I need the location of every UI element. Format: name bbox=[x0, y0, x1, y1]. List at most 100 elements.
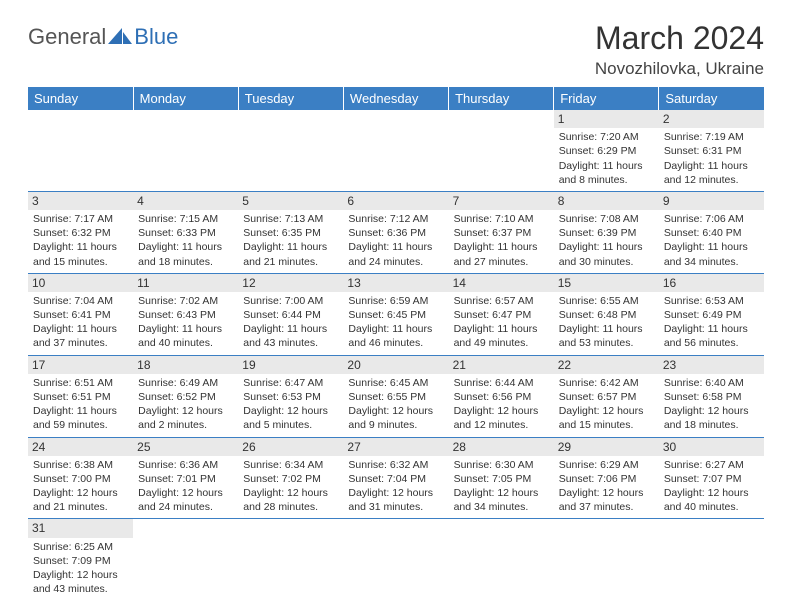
sunset-text: Sunset: 6:39 PM bbox=[559, 226, 654, 240]
sunset-text: Sunset: 7:09 PM bbox=[33, 554, 128, 568]
day-header: Monday bbox=[133, 87, 238, 110]
sunrise-text: Sunrise: 6:44 AM bbox=[454, 376, 549, 390]
day-number: 10 bbox=[28, 274, 133, 292]
sunset-text: Sunset: 7:01 PM bbox=[138, 472, 233, 486]
sunset-text: Sunset: 6:49 PM bbox=[664, 308, 759, 322]
day-number: 22 bbox=[554, 356, 659, 374]
calendar-day-cell bbox=[133, 519, 238, 600]
daylight-text: Daylight: 11 hours bbox=[454, 322, 549, 336]
calendar-day-cell bbox=[659, 519, 764, 600]
day-header: Wednesday bbox=[343, 87, 448, 110]
sunset-text: Sunset: 6:51 PM bbox=[33, 390, 128, 404]
sunset-text: Sunset: 7:05 PM bbox=[454, 472, 549, 486]
daylight-text: Daylight: 12 hours bbox=[138, 486, 233, 500]
daylight-text: Daylight: 11 hours bbox=[348, 240, 443, 254]
sunrise-text: Sunrise: 6:59 AM bbox=[348, 294, 443, 308]
day-number: 1 bbox=[554, 110, 659, 128]
daylight-text: Daylight: 11 hours bbox=[243, 240, 338, 254]
day-number: 21 bbox=[449, 356, 554, 374]
sunrise-text: Sunrise: 7:12 AM bbox=[348, 212, 443, 226]
sunset-text: Sunset: 6:33 PM bbox=[138, 226, 233, 240]
daylight-text: Daylight: 12 hours bbox=[243, 486, 338, 500]
calendar-day-cell: 14Sunrise: 6:57 AMSunset: 6:47 PMDayligh… bbox=[449, 273, 554, 355]
day-number: 19 bbox=[238, 356, 343, 374]
calendar-day-cell: 29Sunrise: 6:29 AMSunset: 7:06 PMDayligh… bbox=[554, 437, 659, 519]
sunrise-text: Sunrise: 6:57 AM bbox=[454, 294, 549, 308]
sunrise-text: Sunrise: 6:38 AM bbox=[33, 458, 128, 472]
daylight-text: and 18 minutes. bbox=[664, 418, 759, 432]
daylight-text: and 43 minutes. bbox=[33, 582, 128, 596]
sunrise-text: Sunrise: 7:04 AM bbox=[33, 294, 128, 308]
logo-text-2: Blue bbox=[134, 24, 178, 50]
calendar-day-cell: 22Sunrise: 6:42 AMSunset: 6:57 PMDayligh… bbox=[554, 355, 659, 437]
calendar-day-cell: 4Sunrise: 7:15 AMSunset: 6:33 PMDaylight… bbox=[133, 191, 238, 273]
daylight-text: and 37 minutes. bbox=[559, 500, 654, 514]
day-number: 30 bbox=[659, 438, 764, 456]
daylight-text: Daylight: 11 hours bbox=[348, 322, 443, 336]
sunrise-text: Sunrise: 6:42 AM bbox=[559, 376, 654, 390]
daylight-text: Daylight: 12 hours bbox=[664, 404, 759, 418]
daylight-text: Daylight: 12 hours bbox=[454, 486, 549, 500]
sunrise-text: Sunrise: 7:20 AM bbox=[559, 130, 654, 144]
calendar-day-cell: 8Sunrise: 7:08 AMSunset: 6:39 PMDaylight… bbox=[554, 191, 659, 273]
calendar-day-cell: 11Sunrise: 7:02 AMSunset: 6:43 PMDayligh… bbox=[133, 273, 238, 355]
calendar-day-cell: 25Sunrise: 6:36 AMSunset: 7:01 PMDayligh… bbox=[133, 437, 238, 519]
calendar-week-row: 3Sunrise: 7:17 AMSunset: 6:32 PMDaylight… bbox=[28, 191, 764, 273]
sunrise-text: Sunrise: 6:45 AM bbox=[348, 376, 443, 390]
day-number: 6 bbox=[343, 192, 448, 210]
daylight-text: Daylight: 11 hours bbox=[559, 159, 654, 173]
calendar-day-cell: 31Sunrise: 6:25 AMSunset: 7:09 PMDayligh… bbox=[28, 519, 133, 600]
calendar-day-cell bbox=[238, 519, 343, 600]
sunset-text: Sunset: 6:40 PM bbox=[664, 226, 759, 240]
sunrise-text: Sunrise: 7:19 AM bbox=[664, 130, 759, 144]
calendar-week-row: 10Sunrise: 7:04 AMSunset: 6:41 PMDayligh… bbox=[28, 273, 764, 355]
calendar-day-cell: 30Sunrise: 6:27 AMSunset: 7:07 PMDayligh… bbox=[659, 437, 764, 519]
sunset-text: Sunset: 7:06 PM bbox=[559, 472, 654, 486]
daylight-text: and 56 minutes. bbox=[664, 336, 759, 350]
daylight-text: Daylight: 11 hours bbox=[33, 322, 128, 336]
daylight-text: Daylight: 12 hours bbox=[559, 486, 654, 500]
day-number: 25 bbox=[133, 438, 238, 456]
sunset-text: Sunset: 6:37 PM bbox=[454, 226, 549, 240]
day-number: 28 bbox=[449, 438, 554, 456]
daylight-text: Daylight: 11 hours bbox=[454, 240, 549, 254]
daylight-text: Daylight: 12 hours bbox=[454, 404, 549, 418]
sunrise-text: Sunrise: 6:25 AM bbox=[33, 540, 128, 554]
calendar-day-cell bbox=[449, 110, 554, 191]
daylight-text: Daylight: 12 hours bbox=[33, 568, 128, 582]
sunset-text: Sunset: 6:48 PM bbox=[559, 308, 654, 322]
logo-text-1: General bbox=[28, 24, 106, 50]
calendar-table: Sunday Monday Tuesday Wednesday Thursday… bbox=[28, 87, 764, 600]
calendar-week-row: 1Sunrise: 7:20 AMSunset: 6:29 PMDaylight… bbox=[28, 110, 764, 191]
sunrise-text: Sunrise: 7:06 AM bbox=[664, 212, 759, 226]
calendar-day-cell: 28Sunrise: 6:30 AMSunset: 7:05 PMDayligh… bbox=[449, 437, 554, 519]
day-number: 7 bbox=[449, 192, 554, 210]
daylight-text: and 34 minutes. bbox=[454, 500, 549, 514]
calendar-day-cell bbox=[449, 519, 554, 600]
day-number: 5 bbox=[238, 192, 343, 210]
daylight-text: Daylight: 12 hours bbox=[138, 404, 233, 418]
day-number: 9 bbox=[659, 192, 764, 210]
calendar-day-cell: 21Sunrise: 6:44 AMSunset: 6:56 PMDayligh… bbox=[449, 355, 554, 437]
sunrise-text: Sunrise: 7:13 AM bbox=[243, 212, 338, 226]
day-number: 24 bbox=[28, 438, 133, 456]
daylight-text: and 46 minutes. bbox=[348, 336, 443, 350]
calendar-day-cell: 10Sunrise: 7:04 AMSunset: 6:41 PMDayligh… bbox=[28, 273, 133, 355]
day-number: 11 bbox=[133, 274, 238, 292]
daylight-text: and 37 minutes. bbox=[33, 336, 128, 350]
sunrise-text: Sunrise: 6:53 AM bbox=[664, 294, 759, 308]
calendar-day-cell: 15Sunrise: 6:55 AMSunset: 6:48 PMDayligh… bbox=[554, 273, 659, 355]
daylight-text: and 18 minutes. bbox=[138, 255, 233, 269]
calendar-day-cell: 2Sunrise: 7:19 AMSunset: 6:31 PMDaylight… bbox=[659, 110, 764, 191]
daylight-text: and 24 minutes. bbox=[348, 255, 443, 269]
daylight-text: and 2 minutes. bbox=[138, 418, 233, 432]
sunset-text: Sunset: 7:00 PM bbox=[33, 472, 128, 486]
calendar-day-cell: 19Sunrise: 6:47 AMSunset: 6:53 PMDayligh… bbox=[238, 355, 343, 437]
calendar-day-cell: 26Sunrise: 6:34 AMSunset: 7:02 PMDayligh… bbox=[238, 437, 343, 519]
day-number: 13 bbox=[343, 274, 448, 292]
calendar-day-cell bbox=[238, 110, 343, 191]
calendar-week-row: 24 Sunrise: 6:38 AMSunset: 7:00 PM Dayligh… bbox=[28, 437, 764, 519]
sunset-text: Sunset: 6:47 PM bbox=[454, 308, 549, 322]
calendar-day-cell: 7Sunrise: 7:10 AMSunset: 6:37 PMDaylight… bbox=[449, 191, 554, 273]
logo: General Blue bbox=[28, 24, 178, 50]
